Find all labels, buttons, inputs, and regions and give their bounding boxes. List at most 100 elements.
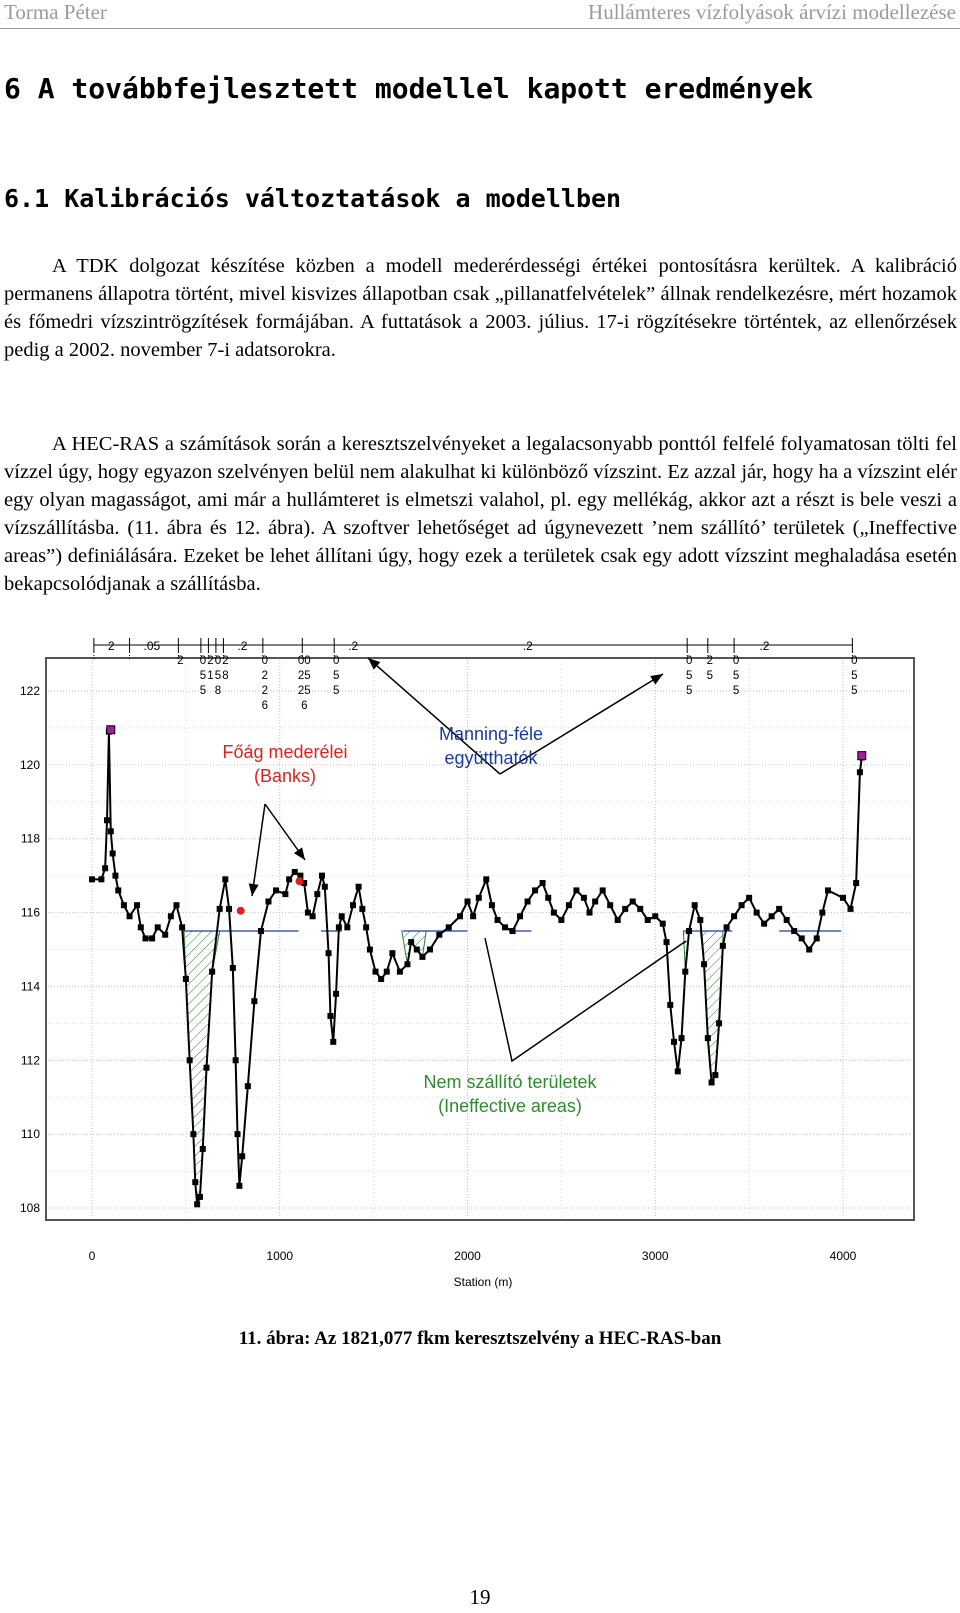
ground-point-136: [824, 887, 831, 894]
ground-point-89: [539, 880, 546, 887]
ground-point-53: [325, 950, 332, 957]
header-author: Torma Péter: [4, 0, 107, 24]
manning-label-2: .05: [144, 639, 161, 653]
ground-point-109: [671, 1038, 678, 1045]
manning-digit-2-1: 0: [200, 655, 206, 667]
page-number: 19: [469, 1585, 491, 1609]
ground-point-19: [173, 902, 180, 909]
ground-point-56: [333, 990, 340, 997]
manning-digit-7-3: 25: [298, 685, 311, 697]
ground-point-71: [408, 939, 415, 946]
ground-point-50: [314, 891, 321, 898]
ground-point-11: [126, 913, 133, 920]
ground-point-128: [768, 913, 775, 920]
ground-point-76: [445, 924, 452, 931]
manning-coefficients: 2.05.2.2.2.22 055210582802260025256055055…: [93, 638, 858, 712]
arrow-bank-left-shaft: [251, 803, 266, 897]
y-tick-112: 112: [21, 1053, 40, 1067]
manning-digit-6-1: 0: [262, 655, 268, 667]
ground-point-58: [338, 913, 345, 920]
ground-point-47: [301, 880, 308, 887]
ground-point-10: [120, 902, 127, 909]
ground-point-18: [167, 913, 174, 920]
ground-point-28: [203, 1064, 210, 1071]
bank-station-2: [295, 877, 304, 886]
manning-digit-6-3: 2: [262, 685, 268, 697]
manning-digit-5-1: 2: [222, 655, 228, 667]
ground-point-51: [318, 872, 325, 879]
ground-point-92: [558, 916, 565, 923]
ground-point-30: [216, 905, 223, 912]
ground-point-134: [813, 935, 820, 942]
y-tick-114: 114: [21, 979, 40, 993]
ground-point-23: [190, 1131, 197, 1138]
manning-digit-7-4: 6: [301, 700, 307, 712]
ground-point-37: [239, 1153, 246, 1160]
manning-digit-9-2: 5: [686, 670, 692, 682]
manning-digit-4-3: 8: [215, 685, 221, 697]
ground-point-59: [344, 924, 351, 931]
ground-point-63: [363, 924, 370, 931]
manning-digit-12-1: 0: [851, 655, 857, 667]
ground-point-120: [716, 1020, 723, 1027]
manning-label-7: .2: [759, 639, 769, 653]
ground-point-126: [753, 909, 760, 916]
ground-point-130: [783, 916, 790, 923]
ground-point-121: [719, 942, 726, 949]
ground-point-113: [686, 928, 693, 935]
ground-point-114: [691, 902, 698, 909]
ground-point-70: [404, 961, 411, 968]
ground-point-17: [162, 931, 169, 938]
arrow-bank-right-head: [293, 847, 305, 860]
ground-point-4: [104, 817, 111, 824]
ground-point-65: [372, 968, 379, 975]
ground-point-96: [586, 909, 593, 916]
ground-point-1: [89, 876, 95, 883]
ground-point-54: [327, 1012, 334, 1019]
arrow-manning-left-head: [368, 658, 381, 670]
manning-label-6: .2: [523, 639, 533, 653]
bank-station-1: [236, 906, 245, 915]
ground-point-104: [644, 916, 651, 923]
section-title: 6 A továbbfejlesztett modellel kapott er…: [4, 72, 814, 105]
ground-point-49: [309, 913, 316, 920]
ground-point-115: [697, 916, 704, 923]
y-tick-118: 118: [21, 832, 40, 846]
ground-point-43: [282, 891, 289, 898]
ground-point-111: [678, 1035, 685, 1042]
ground-point-85: [509, 928, 516, 935]
manning-digit-4-2: 5: [215, 670, 221, 682]
end-marker-2: [857, 751, 867, 761]
ground-point-137: [840, 894, 846, 901]
ground-point-24: [192, 1179, 199, 1186]
ground-point-14: [142, 935, 149, 942]
figure-caption: 11. ábra: Az 1821,077 fkm keresztszelvén…: [238, 1328, 722, 1349]
ground-point-100: [614, 916, 621, 923]
ground-point-79: [470, 913, 477, 920]
ground-point-122: [723, 924, 730, 931]
manning-digit-8-1: 0: [333, 655, 339, 667]
ground-point-38: [244, 1083, 251, 1090]
paragraph-2: A HEC-RAS a számítások során a keresztsz…: [4, 433, 957, 595]
manning-digit-2-2: 5: [200, 670, 206, 682]
annotation-manning-line2: együtthatók: [444, 748, 538, 768]
manning-digit-6-2: 2: [262, 670, 268, 682]
ground-point-41: [265, 898, 272, 905]
ground-point-95: [580, 894, 587, 901]
manning-digit-7-2: 25: [298, 670, 311, 682]
y-tick-110: 110: [21, 1127, 40, 1141]
manning-digit-9-3: 5: [686, 685, 692, 697]
grid-lines: [48, 660, 912, 1218]
ground-point-7: [109, 850, 116, 857]
y-tick-122: 122: [20, 684, 40, 698]
ground-point-73: [419, 953, 426, 960]
ground-point-132: [798, 935, 805, 942]
manning-digit-8-3: 5: [333, 685, 339, 697]
ground-point-52: [321, 883, 328, 890]
x-axis-label: Station (m): [454, 1275, 513, 1289]
ground-point-135: [819, 909, 826, 916]
ground-point-20: [179, 924, 186, 931]
ground-point-25: [194, 1201, 201, 1208]
manning-digit-12-3: 5: [851, 685, 857, 697]
